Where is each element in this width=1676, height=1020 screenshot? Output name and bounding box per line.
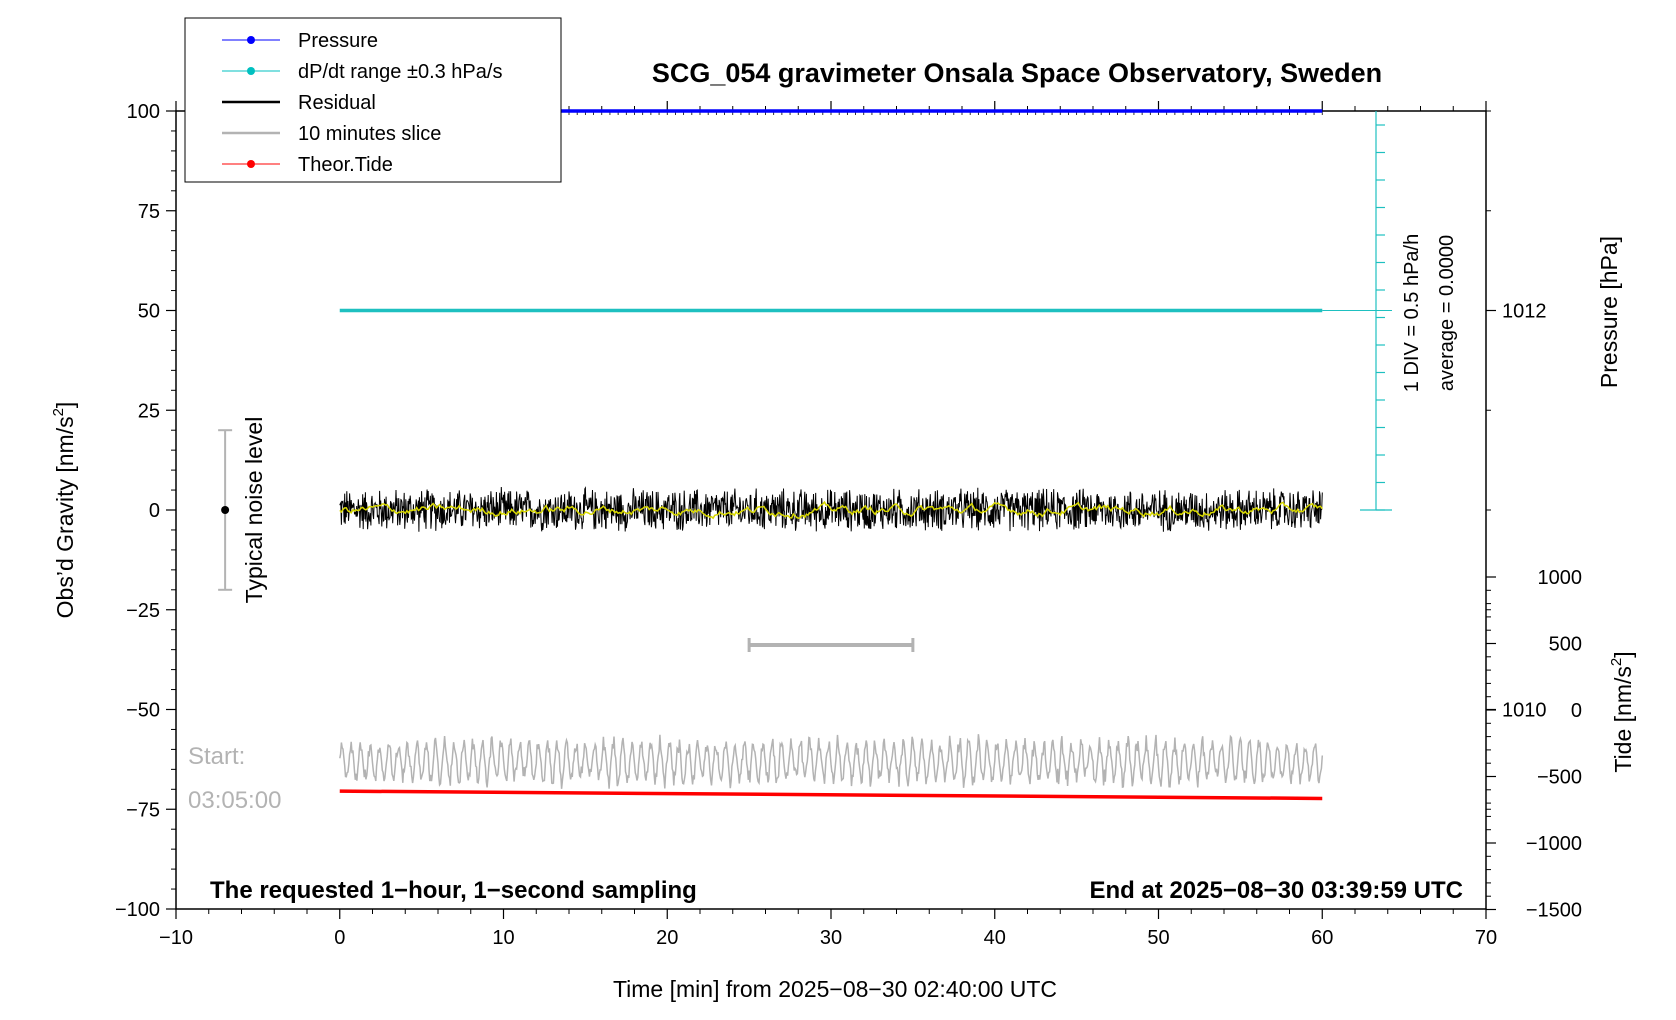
y-left-tick-label: 25	[138, 400, 160, 422]
legend-label: dP/dt range ±0.3 hPa/s	[298, 61, 502, 83]
legend-box	[184, 17, 562, 183]
x-tick-label: 60	[1311, 927, 1333, 949]
footer-left: The requested 1−hour, 1−second sampling	[210, 877, 697, 904]
pressure-tick-labels: 101410121010	[1502, 301, 1547, 722]
legend-label: Pressure	[298, 30, 378, 52]
x-tick-label: 0	[334, 927, 345, 949]
slice-series	[339, 734, 1324, 789]
tide-tick-label: 1000	[1538, 567, 1583, 589]
x-tick-label: 40	[984, 927, 1006, 949]
y-left-tick-label: 75	[138, 201, 160, 223]
x-tick-labels: −10 0 10 20 30 40 50 60 70	[159, 927, 1497, 949]
scale-annotation-line2: average = 0.0000	[1436, 235, 1458, 391]
chart-title: SCG_054 gravimeter Onsala Space Observat…	[652, 58, 1382, 88]
x-tick-label: 20	[656, 927, 678, 949]
y-left-tick-label: −25	[126, 600, 160, 622]
tide-tick-label: −1500	[1526, 900, 1582, 922]
pressure-tick-label: 1010	[1502, 700, 1547, 722]
residual-series	[339, 486, 1323, 532]
y-left-tick-label: −75	[126, 799, 160, 821]
x-tick-label: 10	[492, 927, 514, 949]
noise-level-indicator	[218, 429, 233, 591]
y-left-tick-label: 50	[138, 301, 160, 323]
start-time: 03:05:00	[188, 787, 281, 814]
y-left-label-end: ]	[52, 402, 78, 408]
dpdt-scale-bar	[1322, 111, 1392, 511]
y-left-label-main: Obs’d Gravity [nm/s	[52, 416, 78, 618]
legend-marker	[247, 160, 255, 168]
tide-tick-label: 0	[1571, 700, 1582, 722]
pressure-axis-label: Pressure [hPa]	[1596, 236, 1622, 388]
pressure-tick-label: 1012	[1502, 301, 1547, 323]
tide-tick-label: 500	[1549, 634, 1582, 656]
legend: Pressure dP/dt range ±0.3 hPa/s Residual 10…	[184, 17, 562, 183]
x-tick-label: −10	[159, 927, 193, 949]
legend-label: 10 minutes slice	[298, 123, 441, 145]
tide-label-end: ]	[1610, 651, 1636, 657]
x-tick-label: 70	[1475, 927, 1497, 949]
y-left-label-sup: 2	[50, 408, 67, 416]
x-tick-label: 30	[820, 927, 842, 949]
legend-label: Theor.Tide	[298, 154, 393, 176]
residual-smoothed-series	[339, 500, 1323, 520]
tide-tick-label: −500	[1537, 767, 1582, 789]
x-tick-label: 50	[1147, 927, 1169, 949]
tide-label-main: Tide [nm/s	[1610, 666, 1636, 773]
noise-dot	[221, 506, 230, 514]
start-label: Start:	[188, 743, 245, 770]
tide-axis-label: Tide [nm/s2]	[1608, 651, 1636, 772]
tide-label-sup: 2	[1608, 658, 1625, 666]
scale-annotation-line1: 1 DIV = 0.5 hPa/h	[1401, 234, 1423, 392]
legend-marker	[247, 67, 255, 75]
tide-tick-labels: 1000 500 0 −500 −1000 −1500	[1526, 567, 1582, 922]
y-left-tick-label: 0	[149, 500, 160, 522]
slice-range-bar	[747, 638, 915, 652]
legend-label: Residual	[298, 92, 376, 114]
y-left-tick-label: −100	[115, 899, 160, 921]
y-left-tick-label: −50	[126, 700, 160, 722]
y-left-axis-label: Obs’d Gravity [nm/s2]	[50, 402, 78, 619]
x-axis-label: Time [min] from 2025−08−30 02:40:00 UTC	[613, 976, 1057, 1002]
y-left-tick-label: 100	[127, 101, 160, 123]
legend-marker	[247, 36, 255, 44]
tide-series	[339, 789, 1323, 801]
footer-right: End at 2025−08−30 03:39:59 UTC	[1089, 877, 1463, 904]
y-left-tick-labels: 100 75 50 25 0 −25 −50 −75 −100	[115, 101, 160, 921]
noise-level-label: Typical noise level	[241, 417, 267, 604]
tide-tick-label: −1000	[1526, 833, 1582, 855]
series-layer	[339, 109, 1324, 801]
